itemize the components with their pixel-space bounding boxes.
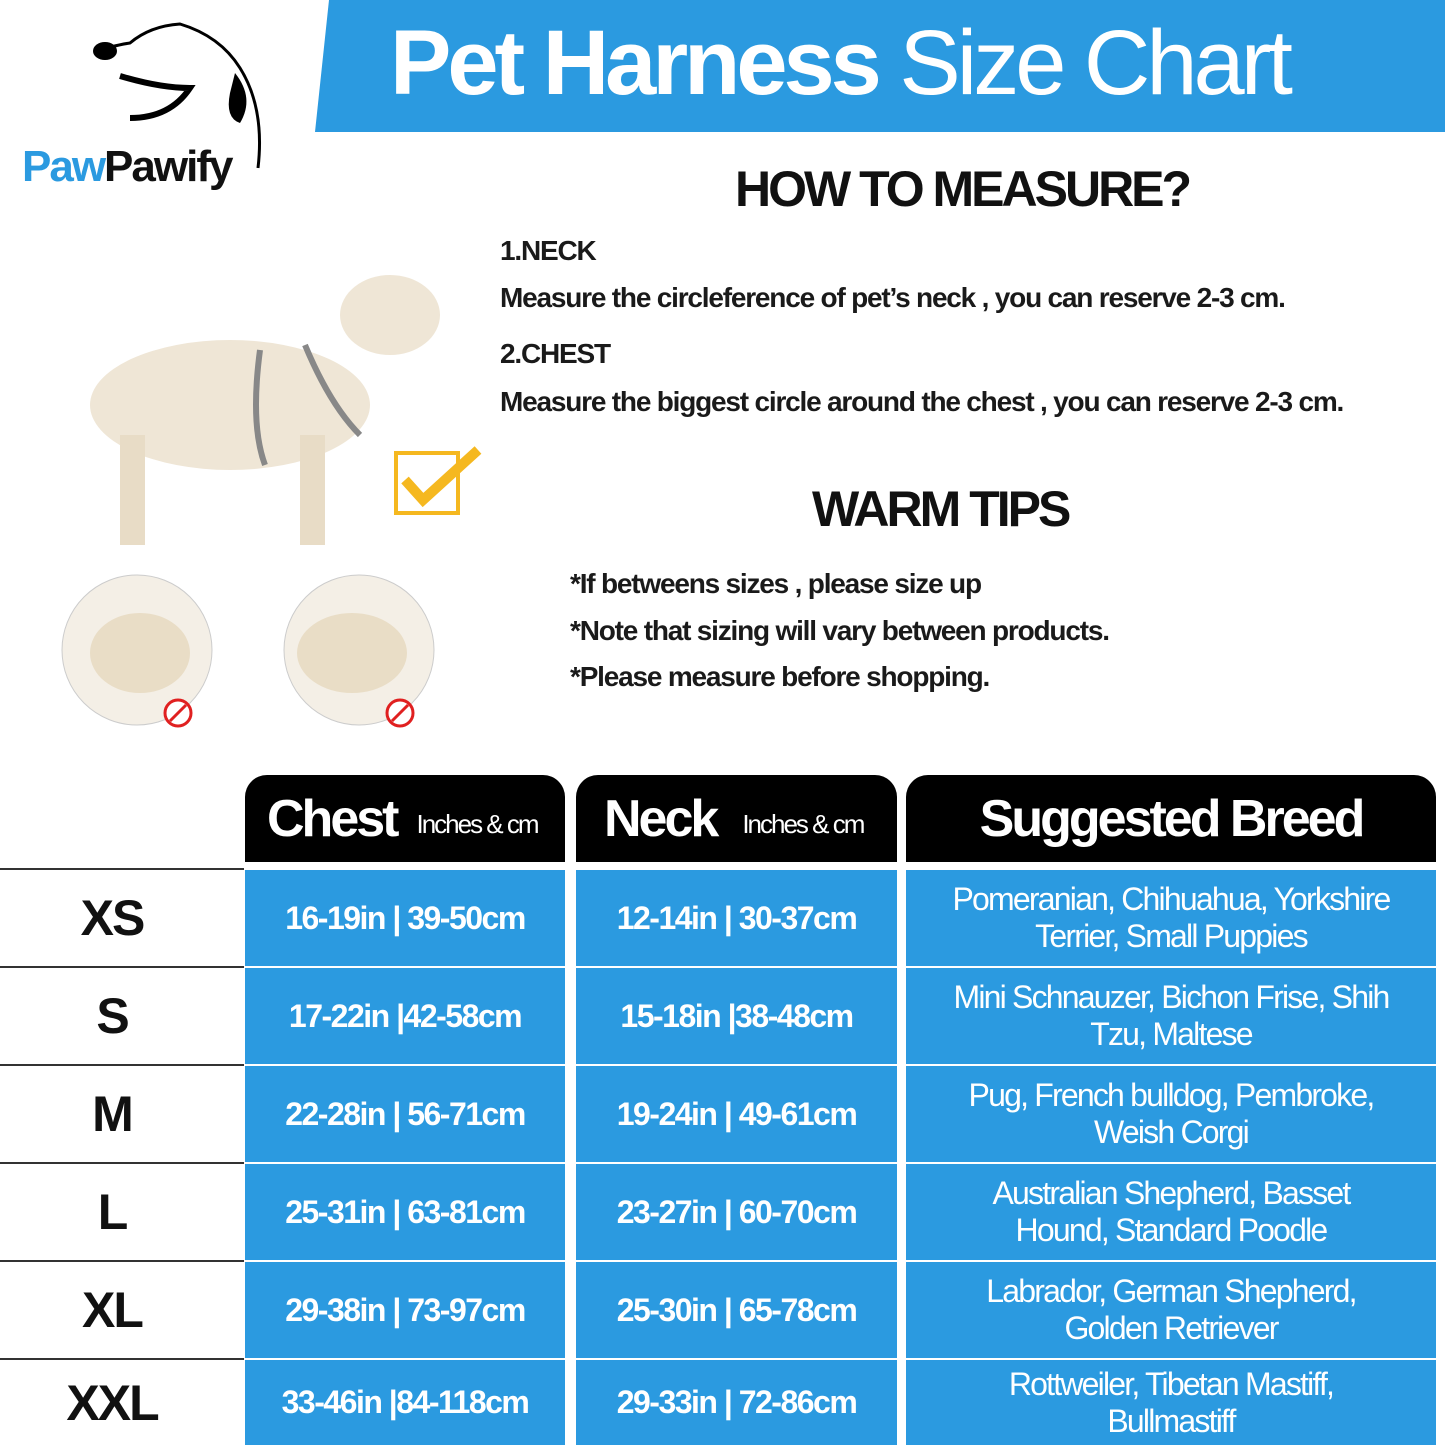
brand-logo: PawPawify: [22, 142, 233, 191]
neck-cell: 23-27in | 60-70cm: [576, 1164, 897, 1260]
breed-cell-text: Pomeranian, Chihuahua, Yorkshire Terrier…: [952, 881, 1392, 954]
neck-label: 1.NECK: [500, 235, 597, 266]
tip-item: *Note that sizing will vary between prod…: [570, 615, 1110, 646]
chest-cell: 16-19in | 39-50cm: [245, 870, 565, 966]
chest-header: Chest Inches & cm: [245, 775, 565, 862]
breed-cell: Pomeranian, Chihuahua, Yorkshire Terrier…: [906, 870, 1436, 966]
size-label: M: [0, 1066, 224, 1162]
tip-item: *If betweens sizes , please size up: [570, 568, 982, 599]
neck-cell-text: 15-18in |38-48cm: [620, 997, 854, 1034]
breed-header: Suggested Breed: [906, 775, 1436, 862]
dog-logo-icon: [93, 22, 261, 169]
wrong-chest-image: [283, 574, 435, 728]
wrong-neck-image: [61, 574, 213, 728]
chest-cell-text: 33-46in |84-118cm: [281, 1384, 530, 1420]
row-divider: [0, 1064, 244, 1066]
neck-header: Neck Inches & cm: [576, 775, 897, 862]
size-label: XS: [0, 870, 224, 966]
neck-cell-text: 23-27in | 60-70cm: [616, 1193, 858, 1230]
neck-cell-text: 19-24in | 49-61cm: [616, 1095, 858, 1132]
chest-cell-text: 22-28in | 56-71cm: [285, 1095, 526, 1132]
breed-cell-text: Mini Schnauzer, Bichon Frise, Shih Tzu, …: [953, 979, 1390, 1052]
breed-cell: Labrador, German Shepherd, Golden Retrie…: [906, 1262, 1436, 1358]
size-label: XXL: [0, 1360, 224, 1445]
neck-cell: 19-24in | 49-61cm: [576, 1066, 897, 1162]
neck-cell: 15-18in |38-48cm: [576, 968, 897, 1064]
size-label: XL: [0, 1262, 224, 1358]
neck-cell: 12-14in | 30-37cm: [576, 870, 897, 966]
row-divider: [0, 1162, 244, 1164]
breed-cell: Australian Shepherd, Basset Hound, Stand…: [906, 1164, 1436, 1260]
size-label: L: [0, 1164, 224, 1260]
neck-cell: 25-30in | 65-78cm: [576, 1262, 897, 1358]
breed-cell: Mini Schnauzer, Bichon Frise, Shih Tzu, …: [906, 968, 1436, 1064]
chest-cell: 22-28in | 56-71cm: [245, 1066, 565, 1162]
breed-cell-text: Labrador, German Shepherd, Golden Retrie…: [986, 1273, 1357, 1346]
title-banner: [315, 0, 1445, 132]
breed-cell: Pug, French bulldog, Pembroke, Weish Cor…: [906, 1066, 1436, 1162]
size-label-text: L: [97, 1184, 129, 1240]
chest-cell: 29-38in | 73-97cm: [245, 1262, 565, 1358]
dog-measurement-image: [90, 275, 440, 545]
chest-cell-text: 16-19in | 39-50cm: [285, 899, 526, 936]
chest-cell-text: 29-38in | 73-97cm: [285, 1291, 526, 1328]
row-divider: [0, 1260, 244, 1262]
row-divider: [0, 1358, 244, 1360]
size-label: S: [0, 968, 224, 1064]
row-divider: [0, 868, 244, 870]
breed-cell-text: Pug, French bulldog, Pembroke, Weish Cor…: [968, 1077, 1376, 1150]
size-label-text: S: [96, 988, 129, 1044]
tip-item: *Please measure before shopping.: [570, 661, 990, 692]
chest-cell-text: 17-22in |42-58cm: [288, 997, 523, 1034]
checkmark-icon: [394, 446, 482, 515]
size-label-text: M: [92, 1086, 134, 1142]
measure-heading: HOW TO MEASURE?: [735, 161, 1192, 217]
size-label-text: XXL: [66, 1374, 159, 1431]
neck-cell: 29-33in | 72-86cm: [576, 1360, 897, 1445]
neck-cell-text: 12-14in | 30-37cm: [616, 899, 858, 936]
chest-cell: 17-22in |42-58cm: [245, 968, 565, 1064]
row-divider: [0, 966, 244, 968]
chest-label: 2.CHEST: [500, 338, 611, 369]
title-light: Size Chart: [899, 12, 1292, 114]
breed-cell-text: Rottweiler, Tibetan Mastiff, Bullmastiff: [1008, 1365, 1335, 1439]
breed-cell: Rottweiler, Tibetan Mastiff, Bullmastiff: [906, 1360, 1436, 1445]
chest-cell: 25-31in | 63-81cm: [245, 1164, 565, 1260]
chest-instructions: Measure the biggest circle around the ch…: [500, 386, 1344, 417]
neck-instructions: Measure the circleference of pet’s neck …: [500, 282, 1286, 313]
size-label-text: XL: [82, 1282, 144, 1338]
page-title: Pet Harness Size Chart: [390, 8, 1293, 118]
chest-cell: 33-46in |84-118cm: [245, 1360, 565, 1445]
chest-cell-text: 25-31in | 63-81cm: [285, 1193, 526, 1230]
title-bold: Pet Harness: [390, 12, 882, 114]
neck-cell-text: 29-33in | 72-86cm: [616, 1384, 858, 1420]
neck-cell-text: 25-30in | 65-78cm: [616, 1291, 858, 1328]
tips-heading: WARM TIPS: [812, 481, 1071, 537]
breed-cell-text: Australian Shepherd, Basset Hound, Stand…: [992, 1175, 1352, 1248]
size-label-text: XS: [80, 890, 146, 946]
